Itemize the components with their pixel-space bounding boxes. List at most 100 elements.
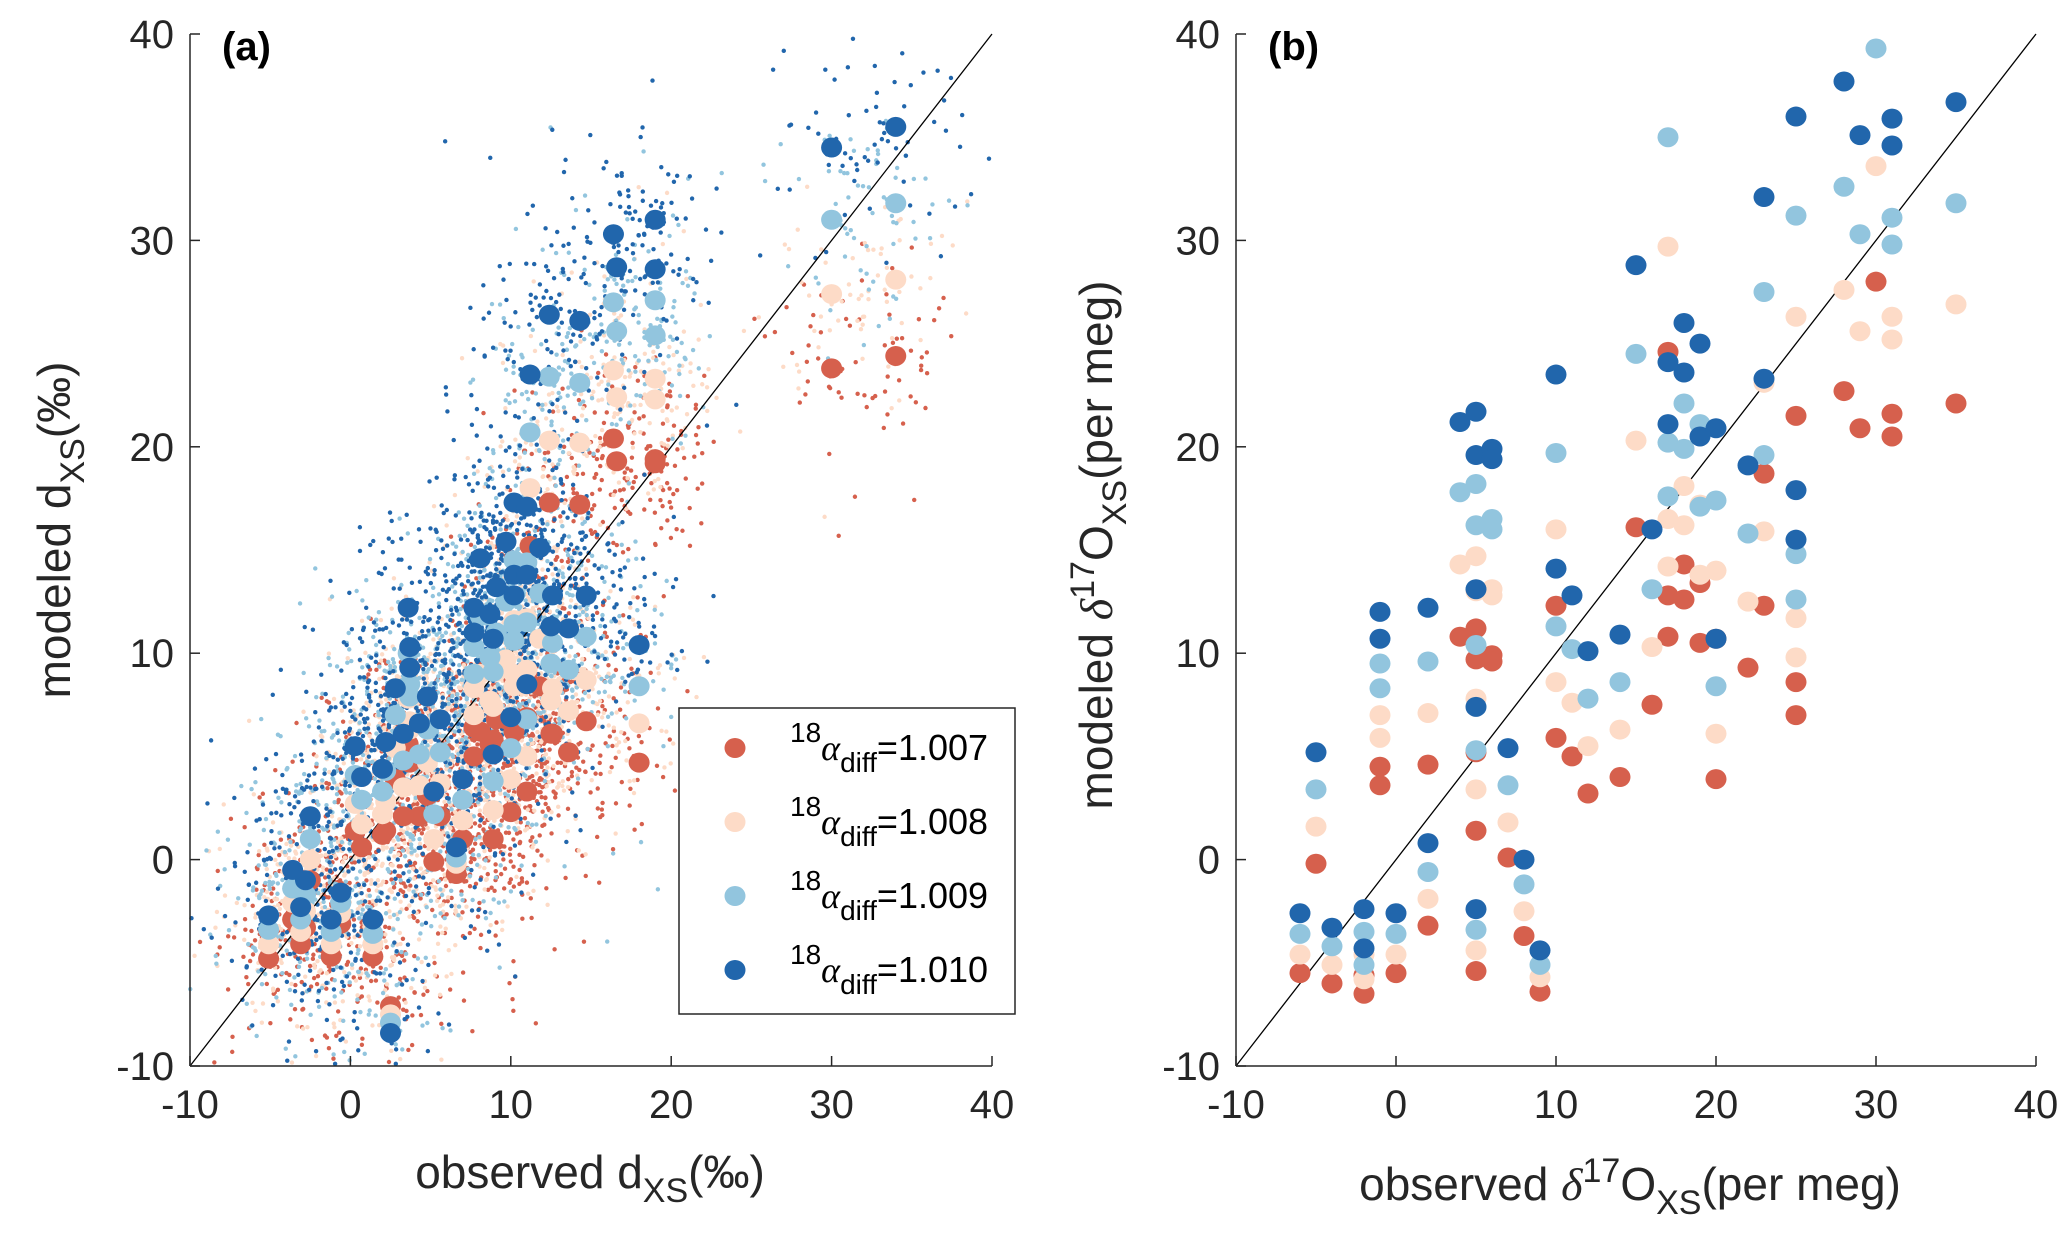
model-dot — [627, 779, 632, 784]
model-dot — [661, 744, 666, 749]
model-dot — [631, 479, 636, 485]
model-dot — [583, 852, 588, 857]
model-dot — [549, 831, 554, 836]
model-dot — [949, 333, 954, 339]
model-dot — [540, 402, 545, 408]
model-dot — [546, 780, 552, 785]
model-dot — [506, 825, 511, 830]
model-dot — [561, 788, 567, 793]
model-dot — [523, 598, 528, 603]
model-dot — [260, 1001, 266, 1006]
model-dot — [311, 952, 316, 957]
model-dot — [638, 430, 643, 435]
model-dot — [520, 701, 526, 706]
model-dot — [680, 280, 685, 286]
model-dot — [352, 860, 358, 865]
model-dot — [889, 213, 895, 219]
model-dot — [510, 997, 515, 1002]
model-dot — [601, 710, 606, 716]
model-dot — [500, 360, 506, 366]
model-dot — [565, 393, 570, 398]
model-dot — [551, 764, 556, 769]
model-dot — [645, 444, 651, 449]
model-dot — [549, 423, 554, 428]
model-dot — [443, 883, 449, 889]
model-dot — [449, 971, 454, 977]
model-dot — [918, 367, 924, 373]
model-dot — [505, 517, 510, 523]
model-dot — [313, 566, 318, 571]
model-dot — [540, 567, 545, 572]
model-dot — [684, 276, 689, 282]
model-dot — [946, 198, 952, 203]
model-dot — [593, 433, 598, 439]
model-dot — [455, 691, 460, 697]
model-dot — [519, 876, 525, 881]
model-dot — [662, 765, 667, 770]
model-dot — [501, 315, 506, 321]
model-dot — [514, 531, 520, 536]
model-dot — [520, 854, 526, 860]
model-dot — [389, 955, 395, 960]
model-dot — [913, 400, 919, 405]
model-dot — [507, 980, 512, 986]
model-dot — [618, 313, 624, 318]
model-dot — [557, 568, 562, 573]
model-dot — [625, 475, 630, 481]
model-dot — [649, 481, 654, 486]
model-dot — [386, 659, 391, 665]
model-dot — [440, 902, 446, 907]
model-dot — [599, 807, 605, 812]
model-dot — [477, 812, 482, 818]
model-dot — [503, 830, 509, 835]
model-dot — [674, 349, 680, 355]
model-dot — [560, 341, 565, 347]
model-dot — [546, 756, 552, 761]
model-dot — [284, 970, 289, 976]
model-dot — [485, 887, 491, 893]
model-dot — [924, 371, 930, 376]
model-dot — [309, 935, 314, 941]
model-dot — [389, 606, 394, 611]
model-dot — [471, 471, 477, 477]
model-dot — [624, 506, 629, 512]
model-dot — [805, 379, 810, 384]
model-dot — [706, 366, 711, 372]
model-dot — [545, 765, 550, 770]
model-dot — [496, 900, 502, 905]
model-dot — [366, 994, 371, 999]
model-dot — [510, 341, 515, 347]
model-dot — [626, 481, 632, 486]
model-dot — [478, 932, 484, 938]
model-dot — [475, 862, 480, 868]
model-dot — [582, 519, 588, 525]
model-dot — [289, 1060, 295, 1065]
model-dot — [536, 744, 541, 749]
model-dot — [355, 906, 361, 912]
model-dot — [670, 337, 676, 343]
model-dot — [671, 423, 677, 428]
model-dot — [600, 519, 606, 525]
model-dot — [654, 357, 659, 363]
model-dot — [362, 870, 368, 876]
model-dot — [600, 653, 605, 658]
model-dot — [398, 899, 403, 904]
model-dot — [659, 525, 664, 531]
model-dot — [477, 900, 482, 906]
model-dot — [230, 1049, 235, 1055]
model-dot — [616, 522, 621, 527]
model-dot — [459, 677, 464, 683]
model-dot — [270, 820, 276, 825]
model-dot — [562, 864, 567, 869]
model-dot — [599, 477, 604, 483]
model-dot — [360, 598, 365, 603]
model-dot — [660, 503, 665, 509]
model-dot — [699, 481, 705, 486]
model-dot — [234, 900, 240, 906]
model-dot — [506, 353, 512, 358]
model-dot — [453, 942, 458, 948]
model-dot — [297, 601, 303, 606]
model-dot — [519, 352, 524, 358]
model-dot — [850, 255, 855, 261]
model-dot — [693, 406, 698, 411]
